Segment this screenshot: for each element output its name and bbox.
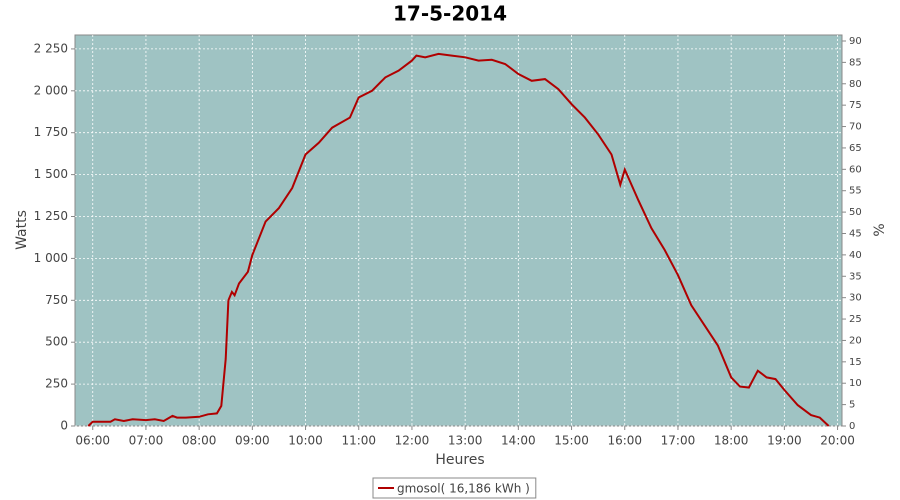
legend-label: gmosol( 16,186 kWh ) <box>397 482 530 496</box>
y-tick-label: 1 250 <box>34 209 68 223</box>
x-tick-label: 18:00 <box>714 434 749 448</box>
y2-tick-label: 40 <box>849 250 862 261</box>
x-tick-label: 19:00 <box>767 434 802 448</box>
y2-tick-label: 15 <box>849 357 862 368</box>
x-tick-label: 14:00 <box>501 434 536 448</box>
y2-tick-label: 60 <box>849 164 862 175</box>
legend: gmosol( 16,186 kWh ) <box>372 477 537 499</box>
x-tick-label: 06:00 <box>75 434 110 448</box>
data-line <box>87 52 830 427</box>
y2-axis-label: % <box>872 223 888 236</box>
y-tick-label: 750 <box>45 293 68 307</box>
x-tick-label: 12:00 <box>395 434 430 448</box>
y-axis-label: Watts <box>14 210 30 250</box>
y2-tick-label: 5 <box>849 400 855 411</box>
x-tick-label: 15:00 <box>554 434 589 448</box>
x-tick-label: 11:00 <box>341 434 376 448</box>
y-tick-label: 2 250 <box>34 41 68 55</box>
y2-tick-label: 30 <box>849 293 862 304</box>
y2-tick-label: 35 <box>849 271 862 282</box>
y2-tick-label: 0 <box>849 421 855 432</box>
x-tick-label: 07:00 <box>129 434 164 448</box>
y-tick-label: 250 <box>45 377 68 391</box>
y2-tick-label: 10 <box>849 378 862 389</box>
y-tick-label: 1 500 <box>34 167 68 181</box>
y2-tick-label: 70 <box>849 122 862 133</box>
x-tick-label: 17:00 <box>661 434 696 448</box>
legend-box <box>372 477 537 499</box>
plot-area <box>74 34 843 427</box>
x-axis-label: Heures <box>435 452 484 468</box>
y-tick-label: 500 <box>45 335 68 349</box>
y2-tick-label: 80 <box>849 79 862 90</box>
y-tick-label: 1 000 <box>34 251 68 265</box>
y2-tick-label: 90 <box>849 36 862 47</box>
chart-title: 17-5-2014 <box>393 2 507 26</box>
y2-tick-label: 55 <box>849 186 862 197</box>
x-tick-label: 16:00 <box>607 434 642 448</box>
y-tick-label: 0 <box>60 419 68 433</box>
y2-tick-label: 25 <box>849 314 862 325</box>
x-tick-label: 10:00 <box>288 434 323 448</box>
y2-tick-label: 65 <box>849 143 862 154</box>
x-tick-label: 13:00 <box>448 434 483 448</box>
y2-tick-label: 45 <box>849 228 862 239</box>
y-tick-label: 2 000 <box>34 83 68 97</box>
y2-tick-label: 75 <box>849 100 862 111</box>
y-tick-label: 1 750 <box>34 125 68 139</box>
y2-tick-label: 50 <box>849 207 862 218</box>
x-tick-label: 08:00 <box>182 434 217 448</box>
y2-tick-label: 85 <box>849 57 862 68</box>
x-tick-label: 20:00 <box>820 434 855 448</box>
x-tick-label: 09:00 <box>235 434 270 448</box>
y2-tick-label: 20 <box>849 335 862 346</box>
